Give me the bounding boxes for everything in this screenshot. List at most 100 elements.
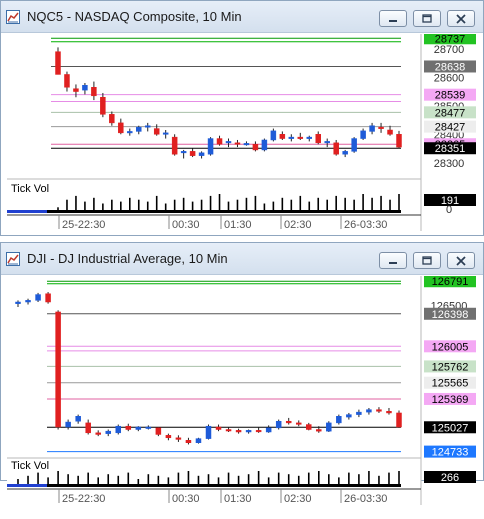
candle-body [342,151,348,155]
candle-body [82,85,88,91]
candle-body [225,141,232,144]
candle-body [261,139,268,151]
candle-body [195,438,202,444]
level-badge-label: 124733 [432,447,469,459]
time-label: 00:30 [172,219,200,231]
level-badge [424,60,476,73]
candle-body [105,430,111,434]
window-title: DJI - DJ Industrial Average, 10 Min [27,251,228,266]
candle-body [295,422,302,425]
candle-body [265,427,272,433]
candle-body [15,301,21,304]
candle-body [216,138,223,145]
restore-button[interactable] [413,252,441,269]
candle-body [387,129,393,135]
candle-body [378,126,384,129]
candle-body [245,430,252,433]
restore-button[interactable] [413,10,441,27]
chart-area[interactable]: 1260001265001267911263981260051257621255… [7,275,479,519]
candlestick-chart[interactable]: 2830028400285002860028700287372863828539… [7,32,479,235]
level-badge-label: 28638 [435,61,466,73]
candle-body [100,96,106,115]
candle-body [275,420,282,429]
level-badge-label: 125369 [432,394,469,406]
candle-body [180,151,187,154]
candle-body [235,430,242,433]
candle-body [252,143,259,151]
price-tick-label: 28300 [434,158,465,170]
candle-body [75,416,81,422]
candle-body [386,411,392,414]
candle-body [109,114,115,124]
close-button[interactable] [447,10,475,27]
time-label: 25-22:30 [62,219,105,231]
candle-body [234,142,241,145]
level-badge [424,376,476,389]
candle-body [297,136,304,139]
level-badge-label: 28351 [435,143,466,155]
level-badge-label: 125762 [432,361,469,373]
candle-body [175,437,182,440]
candle-body [64,74,70,88]
time-label: 01:30 [224,219,252,231]
candle-body [346,414,352,418]
candle-body [162,132,169,135]
volume-value-label: 266 [441,472,459,484]
candle-body [155,427,162,435]
candle-body [225,429,232,432]
candle-body [198,152,205,156]
close-icon [456,14,466,24]
level-badge [424,32,476,45]
chart-app-icon[interactable] [6,252,20,266]
level-badge [424,142,476,155]
candle-body [165,435,172,439]
candle-body [396,134,402,148]
title-bar[interactable]: DJI - DJ Industrial Average, 10 Min [1,243,483,275]
volume-badge [424,194,476,206]
candle-body [55,51,61,75]
restore-icon [422,14,432,23]
minimize-button[interactable] [379,252,407,269]
candle-body [73,88,79,92]
title-bar[interactable]: NQC5 - NASDAQ Composite, 10 Min [1,1,483,33]
time-label: 02:30 [284,493,312,505]
chart-area[interactable]: 2830028400285002860028700287372863828539… [7,32,479,240]
candle-body [115,425,122,434]
volume-badge [424,471,476,483]
candle-body [306,136,313,139]
volume-baseline [47,210,401,213]
close-icon [456,256,466,266]
candlestick-chart[interactable]: 1260001265001267911263981260051257621255… [7,275,479,514]
level-badge-label: 126398 [432,309,469,321]
plot-background [7,276,421,487]
chart-app-icon[interactable] [6,10,20,24]
level-badge [424,275,476,288]
candle-body [376,409,382,412]
candle-body [65,421,71,428]
candle-body [118,122,124,134]
candle-body [189,151,196,156]
minimize-icon [389,262,397,264]
close-button[interactable] [447,252,475,269]
level-badge-label: 125027 [432,422,469,434]
level-badge [424,88,476,101]
session-marker [7,210,47,213]
restore-icon [422,256,432,265]
level-badge [424,120,476,133]
minimize-button[interactable] [379,10,407,27]
candle-body [366,409,372,413]
level-badge-label: 28539 [435,90,466,102]
candle-body [136,126,142,132]
price-tick-label: 28700 [434,44,465,56]
time-label: 01:30 [224,493,252,505]
level-badge [424,340,476,353]
level-badge [424,392,476,405]
time-label: 26-03:30 [344,493,387,505]
candle-body [279,134,286,139]
level-badge [424,307,476,320]
candle-body [207,138,214,155]
volume-value-label: 191 [441,195,459,207]
candle-body [153,128,160,135]
candle-body [270,130,277,141]
level-badge-label: 126791 [432,276,469,288]
